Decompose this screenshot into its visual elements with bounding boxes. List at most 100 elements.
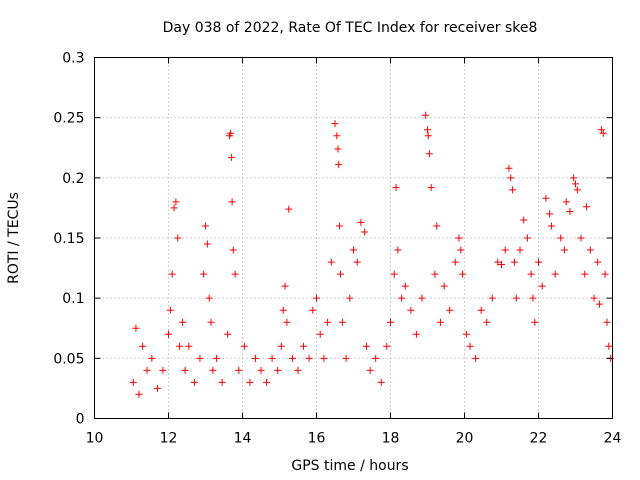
data-point — [283, 318, 291, 326]
data-point — [274, 366, 282, 374]
data-point — [596, 300, 604, 308]
data-point — [520, 216, 528, 224]
data-point — [331, 120, 339, 128]
data-point — [551, 270, 559, 278]
data-point — [401, 282, 409, 290]
data-point — [200, 270, 208, 278]
data-point — [546, 210, 554, 218]
data-point — [170, 204, 178, 212]
y-tick-label: 0.15 — [53, 231, 84, 247]
data-point — [153, 384, 161, 392]
x-tick-label: 22 — [530, 431, 548, 447]
data-point — [207, 318, 215, 326]
data-point — [224, 330, 232, 338]
data-point — [590, 294, 598, 302]
data-point — [350, 246, 357, 254]
data-point — [377, 378, 385, 386]
data-point — [320, 354, 328, 362]
data-point — [394, 246, 402, 254]
data-point — [459, 270, 467, 278]
y-tick-label: 0 — [76, 412, 85, 428]
data-point — [294, 366, 302, 374]
data-point — [572, 180, 579, 188]
data-point — [218, 378, 226, 386]
data-point — [523, 234, 531, 242]
data-point — [390, 270, 398, 278]
data-point — [203, 240, 211, 248]
data-point — [573, 186, 581, 194]
x-axis-label: GPS time / hours — [291, 458, 408, 474]
data-point — [185, 342, 193, 350]
x-tick-label: 18 — [382, 431, 400, 447]
data-point — [457, 246, 465, 254]
data-point — [257, 366, 265, 374]
x-tick-label: 20 — [456, 431, 474, 447]
data-point — [246, 378, 254, 386]
data-point — [333, 132, 341, 140]
data-point — [362, 342, 370, 350]
data-point — [527, 270, 535, 278]
data-point — [285, 205, 293, 213]
data-point — [181, 366, 189, 374]
data-point — [455, 234, 463, 242]
data-point — [277, 342, 285, 350]
data-point — [498, 260, 505, 268]
data-point — [227, 129, 235, 137]
data-point — [313, 294, 320, 302]
data-point — [366, 366, 374, 374]
x-tick-label: 24 — [604, 431, 622, 447]
data-point — [583, 203, 591, 211]
data-point — [337, 270, 345, 278]
data-point — [535, 258, 542, 266]
data-point — [240, 342, 248, 350]
data-point — [440, 282, 448, 290]
data-point — [227, 153, 235, 161]
x-tick-label: 14 — [234, 431, 252, 447]
data-point — [166, 306, 174, 314]
data-point — [501, 246, 509, 254]
data-point — [586, 246, 594, 254]
data-point — [251, 354, 259, 362]
x-tick-label: 16 — [308, 431, 326, 447]
chart-title: Day 038 of 2022, Rate Of TEC Index for r… — [163, 20, 538, 36]
data-point — [510, 258, 518, 266]
x-tick-label: 10 — [86, 431, 104, 447]
data-point — [190, 378, 198, 386]
data-point — [143, 366, 151, 374]
data-point — [512, 294, 520, 302]
data-point — [436, 318, 444, 326]
data-point — [263, 378, 271, 386]
data-point — [148, 354, 156, 362]
data-point — [176, 342, 184, 350]
data-point — [542, 194, 550, 202]
data-point — [594, 258, 602, 266]
data-point — [159, 366, 167, 374]
data-point — [353, 258, 361, 266]
data-point — [346, 294, 354, 302]
data-point — [581, 270, 589, 278]
data-point — [597, 126, 605, 134]
y-tick-label: 0.1 — [62, 291, 84, 307]
y-tick-label: 0.05 — [53, 351, 84, 367]
data-point — [566, 208, 574, 216]
data-point — [422, 111, 430, 119]
plot-frame — [94, 57, 613, 419]
data-point — [562, 198, 570, 206]
data-point — [268, 354, 276, 362]
data-point — [601, 270, 609, 278]
data-point — [235, 366, 243, 374]
data-point — [281, 282, 289, 290]
data-point — [462, 330, 470, 338]
data-point — [570, 174, 578, 182]
data-point — [577, 234, 585, 242]
data-point — [427, 183, 435, 191]
data-point — [288, 354, 296, 362]
data-point — [361, 228, 369, 236]
data-point — [231, 270, 239, 278]
data-point — [129, 378, 137, 386]
data-point — [516, 246, 524, 254]
data-point — [335, 222, 343, 230]
data-point — [172, 198, 180, 206]
data-point — [425, 150, 433, 158]
data-point — [446, 306, 454, 314]
